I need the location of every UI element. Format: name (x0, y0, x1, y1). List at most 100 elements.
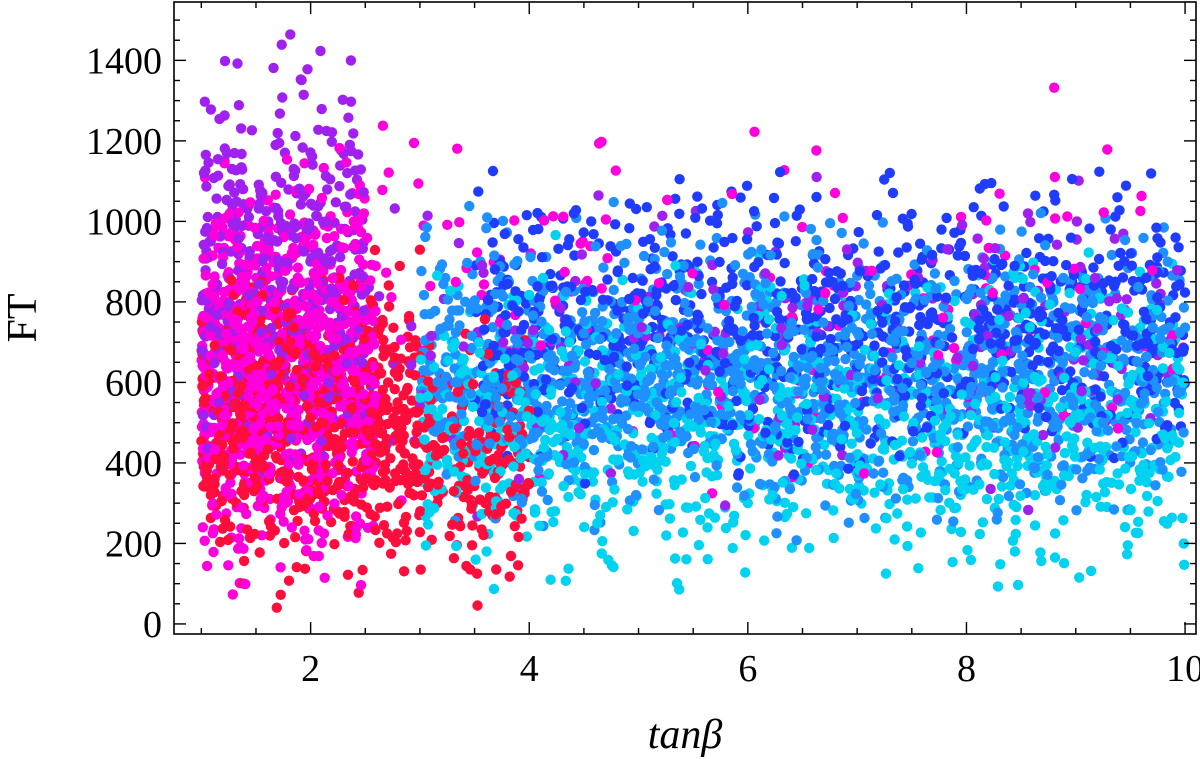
data-point (1003, 490, 1014, 502)
data-point (521, 210, 532, 221)
data-point (350, 206, 361, 217)
data-point (782, 437, 793, 448)
data-point (1040, 240, 1051, 251)
data-point (1017, 350, 1028, 361)
data-point (995, 224, 1006, 235)
data-point (414, 244, 426, 255)
data-point (708, 284, 719, 295)
data-point (637, 275, 648, 286)
data-point (787, 302, 798, 313)
data-point (863, 280, 875, 291)
data-point (745, 341, 756, 352)
data-point (1010, 514, 1021, 526)
data-point (329, 539, 340, 550)
data-point (383, 301, 395, 312)
data-point (1050, 442, 1061, 453)
data-point (249, 222, 261, 233)
data-point (596, 316, 608, 327)
data-point (996, 481, 1008, 492)
data-point (712, 209, 723, 221)
data-point (1054, 495, 1066, 506)
data-point (253, 179, 264, 190)
data-point (355, 579, 367, 591)
data-point (904, 446, 916, 458)
data-point (532, 406, 543, 417)
data-point (299, 158, 310, 169)
data-point (563, 491, 574, 503)
data-point (668, 417, 679, 429)
data-point (916, 254, 927, 265)
data-point (1000, 271, 1011, 282)
data-point (610, 219, 621, 230)
data-point (691, 379, 702, 390)
data-point (254, 547, 265, 558)
data-point (200, 270, 211, 281)
data-point (1111, 344, 1122, 355)
data-point (413, 178, 424, 189)
data-point (1076, 394, 1087, 405)
data-point (1105, 224, 1116, 235)
data-point (823, 267, 835, 278)
data-point (768, 192, 780, 204)
data-point (410, 370, 421, 381)
data-point (1081, 489, 1092, 501)
data-point (1042, 469, 1053, 480)
data-point (1049, 552, 1061, 563)
data-point (915, 527, 926, 538)
data-point (1134, 475, 1145, 486)
data-point (389, 384, 400, 395)
data-point (974, 183, 985, 194)
data-point (203, 157, 214, 168)
data-point (322, 510, 333, 521)
data-point (1003, 310, 1014, 322)
data-point (737, 326, 748, 337)
data-point (334, 142, 345, 154)
data-point (639, 402, 651, 413)
data-point (1079, 367, 1090, 378)
data-point (350, 511, 362, 522)
data-point (761, 328, 773, 339)
data-point (671, 397, 682, 408)
data-point (859, 468, 870, 479)
data-point (674, 208, 685, 219)
data-point (901, 242, 912, 253)
data-point (339, 511, 350, 522)
data-point (1033, 402, 1045, 414)
data-point (478, 529, 489, 541)
data-point (575, 294, 587, 306)
data-point (339, 428, 350, 439)
data-point (533, 465, 544, 476)
data-point (1141, 351, 1152, 362)
data-point (668, 475, 680, 486)
data-point (592, 518, 603, 529)
data-point (820, 254, 831, 265)
data-point (219, 514, 231, 526)
data-point (302, 64, 313, 75)
data-point (703, 376, 714, 387)
data-point (929, 268, 941, 279)
data-point (438, 278, 449, 290)
data-point (1145, 444, 1156, 456)
data-point (448, 553, 460, 564)
data-point (568, 457, 580, 468)
data-point (414, 527, 426, 538)
data-point (456, 408, 467, 420)
data-point (878, 346, 889, 358)
data-point (236, 148, 247, 160)
data-point (763, 314, 775, 325)
data-point (1040, 441, 1051, 452)
data-point (467, 520, 478, 531)
data-point (246, 125, 258, 136)
data-point (948, 342, 960, 354)
data-point (1133, 516, 1144, 527)
data-point (807, 248, 819, 260)
data-point (651, 488, 662, 499)
data-point (386, 292, 397, 303)
data-point (320, 216, 331, 227)
data-point (1015, 490, 1026, 501)
data-point (464, 564, 476, 575)
data-point (378, 520, 390, 531)
data-point (576, 402, 588, 414)
data-point (458, 353, 469, 365)
data-point (624, 223, 635, 234)
